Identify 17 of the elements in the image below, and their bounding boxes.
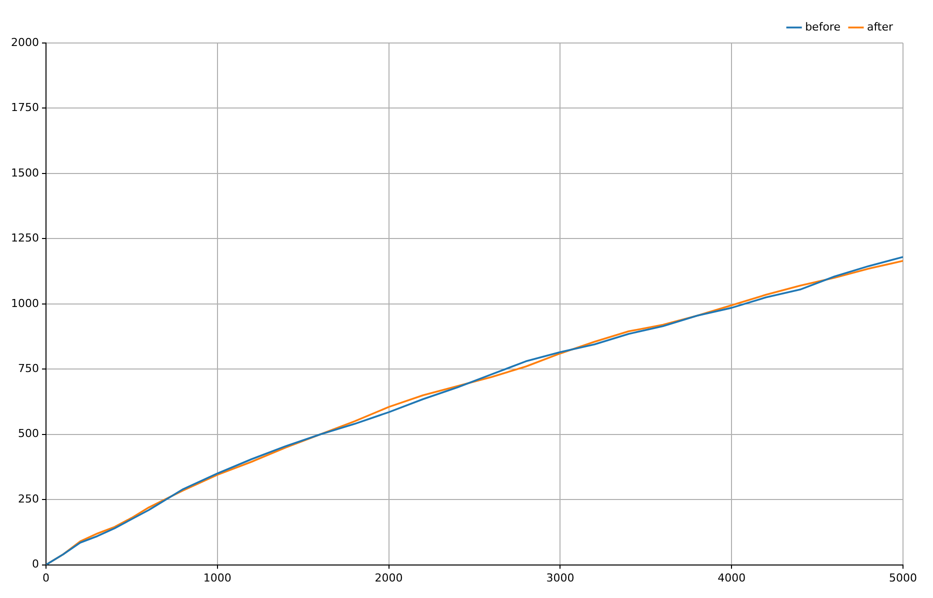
y-tick-label: 1250 xyxy=(10,232,39,245)
y-tick-label: 2000 xyxy=(10,36,39,49)
legend-label: after xyxy=(866,20,894,34)
x-tick-label: 4000 xyxy=(718,571,746,584)
y-tick-label: 1500 xyxy=(10,166,39,180)
x-tick-label: 1000 xyxy=(203,571,232,584)
y-tick-label: 500 xyxy=(18,427,39,440)
x-tick-label: 2000 xyxy=(374,571,403,584)
legend-label: before xyxy=(805,20,841,34)
x-tick-label: 5000 xyxy=(889,571,917,584)
y-tick-label: 0 xyxy=(32,558,39,571)
x-tick-label: 3000 xyxy=(546,571,574,584)
x-tick-label: 0 xyxy=(42,571,50,584)
y-tick-label: 250 xyxy=(18,492,39,506)
y-tick-label: 1000 xyxy=(10,296,39,310)
y-tick-label: 1750 xyxy=(10,101,39,114)
y-tick-label: 750 xyxy=(18,362,39,375)
